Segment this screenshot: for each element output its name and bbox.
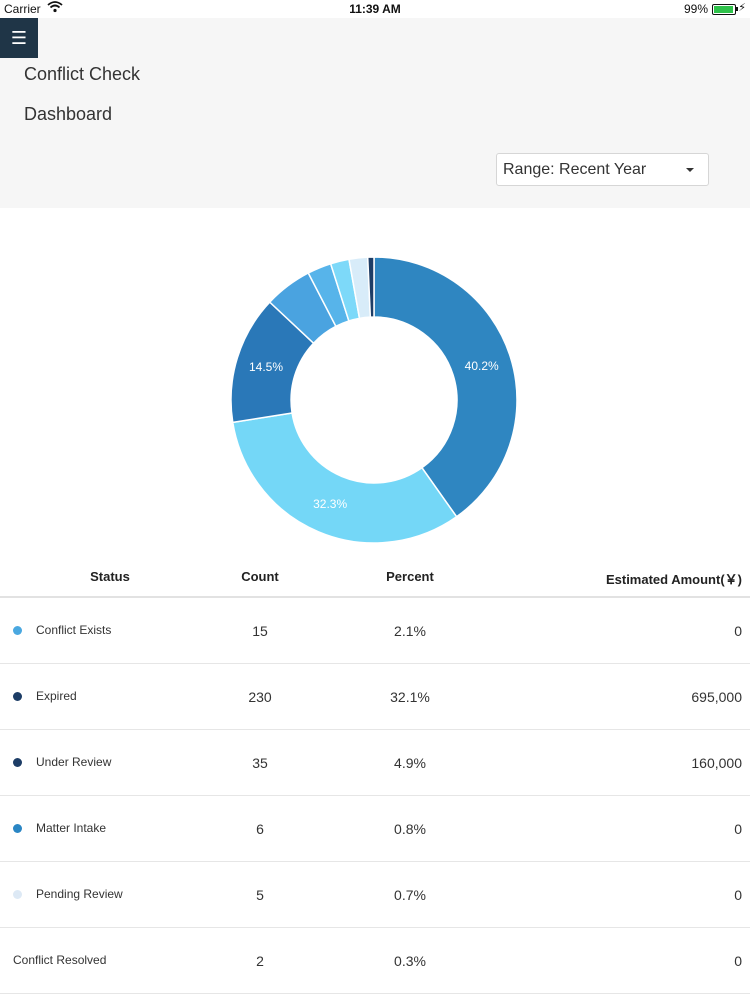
battery-percent: 99% [683,2,708,16]
row-amount: 0 [734,953,742,969]
donut-slice[interactable] [231,412,458,544]
donut-chart-area: 40.2% 32.3% 14.5% [0,208,750,558]
status-dot-icon [13,758,22,767]
table-row[interactable]: Conflict Resolved 2 0.3% 0 [0,928,750,994]
header-count: Count [241,569,279,584]
row-amount: 160,000 [691,755,742,771]
table-row[interactable]: Expired 230 32.1% 695,000 [0,664,750,730]
row-count: 35 [252,755,268,771]
header-status: Status [90,569,130,584]
slice-label: 40.2% [465,359,499,373]
row-percent: 0.7% [394,887,426,903]
header-amount: Estimated Amount(￥) [605,572,742,587]
row-status: Matter Intake [36,821,107,835]
table-row[interactable]: Pending Review 5 0.7% 0 [0,862,750,928]
page-header: ☰ Conflict Check Dashboard Range: Recent… [0,18,750,208]
donut-slice[interactable] [373,256,518,518]
status-table: Status Count Percent Estimated Amount(￥)… [0,558,750,994]
menu-button[interactable]: ☰ [0,18,38,58]
row-percent: 0.8% [394,821,426,837]
table-row[interactable]: Conflict Exists 15 2.1% 0 [0,598,750,664]
status-dot-icon [13,824,22,833]
row-count: 5 [256,887,264,903]
table-header: Status Count Percent Estimated Amount(￥) [0,558,750,598]
range-dropdown[interactable]: Range: Recent Year [496,153,709,186]
row-percent: 32.1% [390,689,430,705]
hamburger-icon: ☰ [10,28,28,48]
slice-label: 32.3% [313,497,347,511]
caret-down-icon [686,168,694,172]
row-amount: 0 [734,821,742,837]
donut-slice[interactable] [366,256,375,318]
row-status: Expired [36,689,77,703]
row-status: Conflict Exists [36,623,112,637]
row-amount: 695,000 [691,689,742,705]
range-dropdown-value: Range: Recent Year [503,161,647,178]
row-count: 230 [248,689,272,705]
carrier-label: Carrier [4,2,41,16]
row-percent: 4.9% [394,755,426,771]
row-count: 15 [252,623,268,639]
wifi-icon [47,1,63,16]
status-dot-icon [13,626,22,635]
slice-label: 14.5% [249,360,283,374]
row-amount: 0 [734,623,742,639]
page-title: Dashboard [24,104,113,124]
row-status: Pending Review [36,887,123,901]
row-percent: 2.1% [394,623,426,639]
row-status: Conflict Resolved [13,953,107,967]
status-dot-icon [13,692,22,701]
clock: 11:39 AM [349,2,401,16]
table-row[interactable]: Under Review 35 4.9% 160,000 [0,730,750,796]
charging-icon: ⚡ [738,2,746,14]
battery-icon [712,4,738,15]
row-count: 6 [256,821,264,837]
app-title: Conflict Check [24,64,141,84]
row-count: 2 [256,953,264,969]
row-amount: 0 [734,887,742,903]
table-row[interactable]: Matter Intake 6 0.8% 0 [0,796,750,862]
row-percent: 0.3% [394,953,426,969]
status-bar: Carrier 11:39 AM 99% ⚡ [0,0,750,18]
status-dot-icon [13,890,22,899]
row-status: Under Review [36,755,112,769]
header-percent: Percent [386,569,434,584]
donut-chart: 40.2% 32.3% 14.5% [230,256,518,544]
